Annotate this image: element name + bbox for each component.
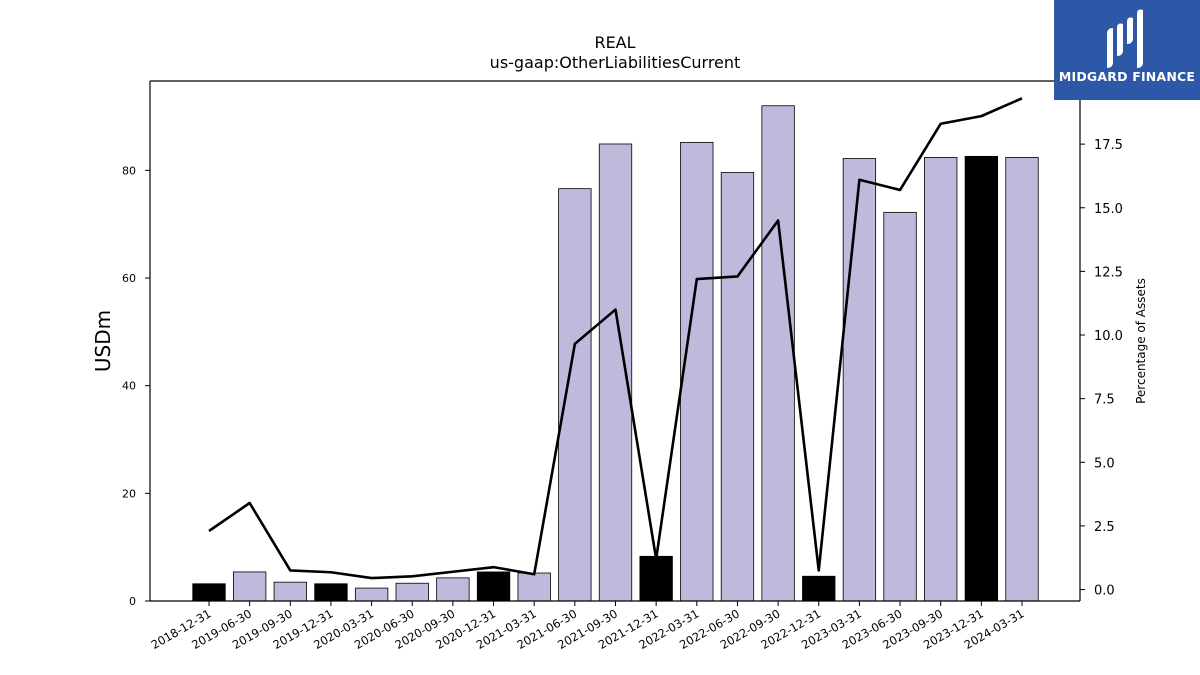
bar [802,575,836,602]
y2-tick-label: 12.5 [1094,265,1123,280]
bar [924,157,958,602]
y2-tick-label: 0.0 [1094,584,1115,599]
bar [720,172,755,602]
y-tick-label: 40 [122,380,136,393]
y2-tick-label: 15.0 [1094,202,1123,217]
bar [273,581,307,602]
brand-logo: MIDGARD FINANCE [1054,0,1200,100]
logo-text: MIDGARD FINANCE [1058,69,1196,84]
bar [842,158,877,602]
chart-title: REAL [594,33,635,52]
y-axis-label: USDm [91,310,115,372]
y2-tick-label: 17.5 [1094,138,1123,153]
bar [964,155,998,602]
bar [354,587,389,602]
bar [680,141,714,602]
logo-mark-icon [1107,9,1143,68]
y-tick-label: 0 [129,595,136,608]
bar [192,583,226,602]
bar [1005,157,1039,602]
bar [476,571,511,602]
bar [395,582,429,602]
y2-tick-label: 7.5 [1094,393,1115,408]
y-tick-label: 20 [122,487,136,500]
bar [883,211,917,602]
bar [314,583,348,602]
bar [761,105,795,602]
y2-tick-label: 5.0 [1094,456,1115,471]
percent-line [208,97,1023,580]
y2-tick-label: 10.0 [1094,329,1123,344]
y-tick-label: 60 [122,272,136,285]
bar [558,188,592,602]
y-tick-label: 80 [122,164,136,177]
y2-tick-label: 2.5 [1094,520,1115,535]
y2-axis-label: Percentage of Assets [1134,278,1148,404]
bar [639,555,673,602]
bar [232,571,267,602]
bar [436,577,470,602]
bar [517,572,551,602]
chart-subtitle: us-gaap:OtherLiabilitiesCurrent [490,53,741,72]
